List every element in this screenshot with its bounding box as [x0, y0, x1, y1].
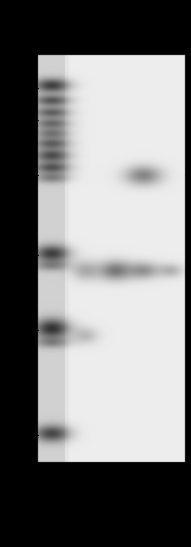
Text: 180: 180: [18, 115, 32, 125]
Text: DDX10: DDX10: [189, 171, 191, 179]
Text: 230: 230: [18, 84, 32, 92]
Text: 66: 66: [22, 251, 32, 259]
Text: 12: 12: [23, 430, 32, 439]
Text: 116: 116: [18, 171, 32, 179]
Text: 40: 40: [22, 325, 32, 335]
